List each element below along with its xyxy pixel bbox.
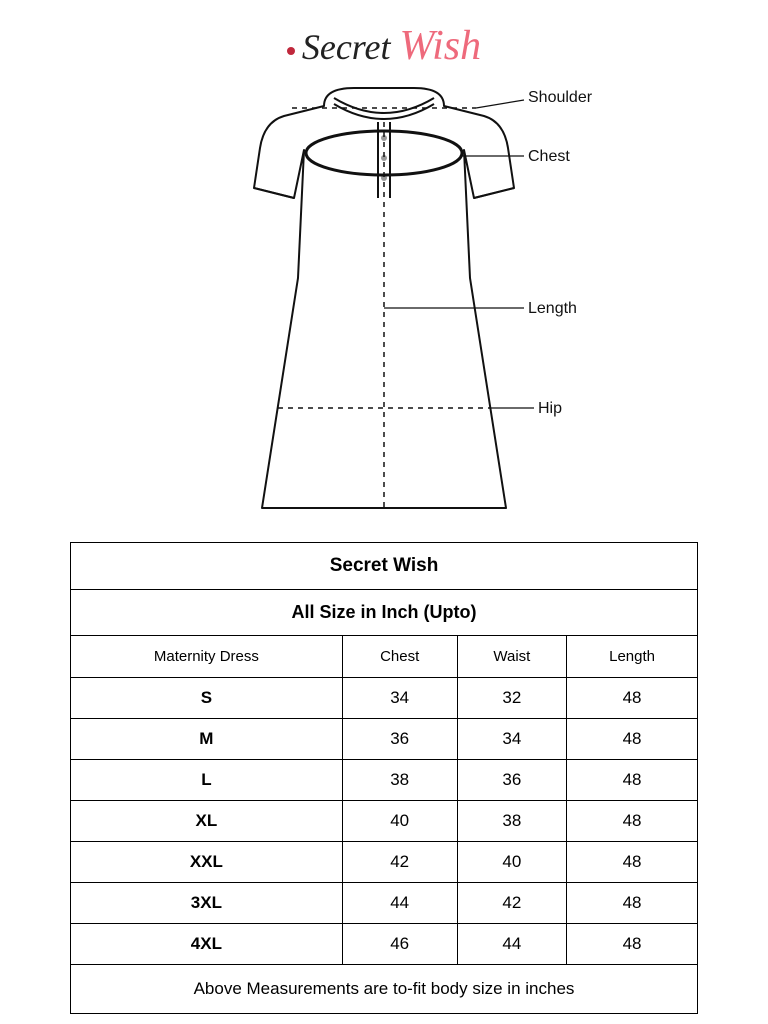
table-row: 4XL464448 <box>71 924 698 965</box>
table-row: XXL424048 <box>71 842 698 883</box>
value-cell: 38 <box>457 801 567 842</box>
value-cell: 44 <box>457 924 567 965</box>
diagram-label-shoulder: Shoulder <box>528 89 593 106</box>
value-cell: 36 <box>457 760 567 801</box>
col-header-size: Maternity Dress <box>71 636 343 678</box>
value-cell: 46 <box>342 924 457 965</box>
value-cell: 42 <box>342 842 457 883</box>
table-row: L383648 <box>71 760 698 801</box>
value-cell: 40 <box>342 801 457 842</box>
value-cell: 44 <box>342 883 457 924</box>
value-cell: 48 <box>567 678 698 719</box>
table-footer-note: Above Measurements are to-fit body size … <box>71 965 698 1014</box>
value-cell: 38 <box>342 760 457 801</box>
value-cell: 34 <box>342 678 457 719</box>
logo-text-wish: Wish <box>399 23 481 69</box>
value-cell: 40 <box>457 842 567 883</box>
size-cell: 4XL <box>71 924 343 965</box>
table-subheader: All Size in Inch (Upto) <box>71 590 698 636</box>
col-header-waist: Waist <box>457 636 567 678</box>
value-cell: 48 <box>567 924 698 965</box>
value-cell: 48 <box>567 719 698 760</box>
size-cell: M <box>71 719 343 760</box>
table-row: M363448 <box>71 719 698 760</box>
table-row: 3XL444248 <box>71 883 698 924</box>
table-column-header-row: Maternity Dress Chest Waist Length <box>71 636 698 678</box>
size-cell: XL <box>71 801 343 842</box>
dress-diagram-svg: Shoulder Chest Length Hip <box>174 78 594 528</box>
table-brand-header: Secret Wish <box>71 543 698 590</box>
value-cell: 48 <box>567 883 698 924</box>
size-cell: 3XL <box>71 883 343 924</box>
logo-text-secret: Secret <box>302 27 391 67</box>
col-header-length: Length <box>567 636 698 678</box>
size-chart-table: Secret Wish All Size in Inch (Upto) Mate… <box>70 542 698 1014</box>
table-row: XL403848 <box>71 801 698 842</box>
diagram-label-length: Length <box>528 300 577 317</box>
value-cell: 36 <box>342 719 457 760</box>
dress-diagram: Shoulder Chest Length Hip <box>0 78 768 528</box>
col-header-chest: Chest <box>342 636 457 678</box>
value-cell: 34 <box>457 719 567 760</box>
logo-dot-icon <box>287 47 295 55</box>
size-cell: XXL <box>71 842 343 883</box>
value-cell: 48 <box>567 842 698 883</box>
table-row: S343248 <box>71 678 698 719</box>
value-cell: 32 <box>457 678 567 719</box>
value-cell: 48 <box>567 760 698 801</box>
value-cell: 48 <box>567 801 698 842</box>
diagram-label-chest: Chest <box>528 148 570 165</box>
brand-logo: Secret Wish <box>0 0 768 70</box>
diagram-label-hip: Hip <box>538 400 562 417</box>
size-cell: L <box>71 760 343 801</box>
size-cell: S <box>71 678 343 719</box>
value-cell: 42 <box>457 883 567 924</box>
